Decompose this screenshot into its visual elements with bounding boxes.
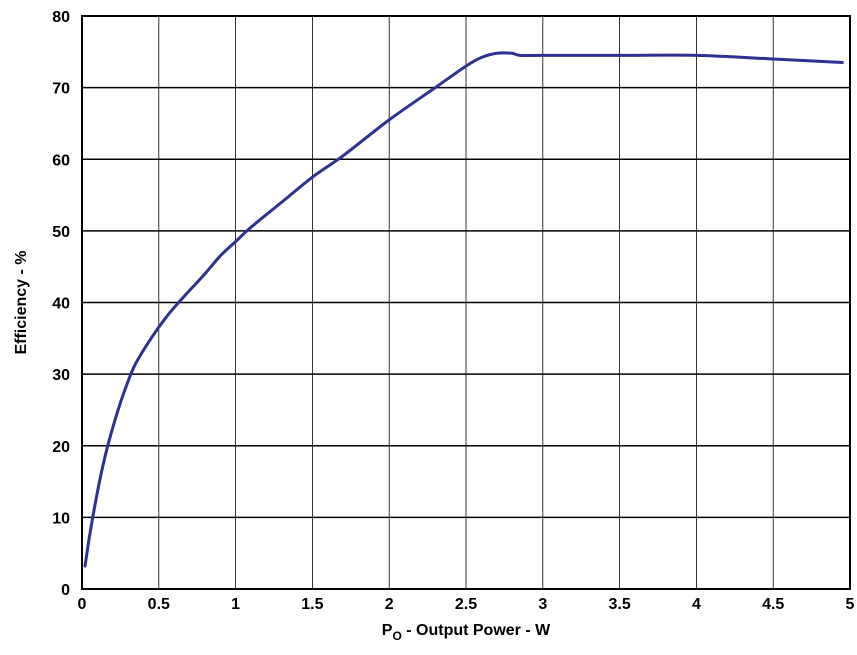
y-tick-label: 10 <box>52 510 70 527</box>
y-tick-label: 40 <box>52 296 70 313</box>
y-tick-label: 50 <box>52 224 70 241</box>
x-tick-label: 4.5 <box>762 596 784 613</box>
x-axis-title-subscript: O <box>392 629 401 643</box>
y-tick-label: 70 <box>52 81 70 98</box>
y-axis-title: Efficiency - % <box>13 250 30 354</box>
x-tick-label: 3 <box>538 596 547 613</box>
efficiency-series-line <box>83 51 844 568</box>
x-tick-label: 0.5 <box>148 596 170 613</box>
series-layer <box>83 51 844 568</box>
x-tick-label: 1.5 <box>301 596 323 613</box>
plot-frame <box>81 15 851 590</box>
y-tick-label: 0 <box>61 582 70 599</box>
grid-lines <box>81 15 851 590</box>
y-tick-label: 60 <box>52 152 70 169</box>
x-tick-label: 2 <box>385 596 394 613</box>
x-tick-label: 1 <box>231 596 240 613</box>
y-tick-labels: 0 10 20 30 40 50 60 70 80 <box>52 9 70 599</box>
x-tick-label: 2.5 <box>455 596 477 613</box>
y-tick-label: 80 <box>52 9 70 26</box>
x-axis-title-main: P <box>382 622 393 639</box>
x-axis-title: PO - Output Power - W <box>382 622 551 643</box>
x-tick-label: 0 <box>78 596 87 613</box>
x-tick-label: 4 <box>692 596 701 613</box>
y-tick-label: 20 <box>52 439 70 456</box>
x-tick-label: 3.5 <box>608 596 630 613</box>
y-tick-label: 30 <box>52 367 70 384</box>
x-tick-label: 5 <box>846 596 855 613</box>
x-axis-title-rest: - Output Power - W <box>402 622 551 639</box>
x-tick-labels: 0 0.5 1 1.5 2 2.5 3 3.5 4 4.5 5 <box>78 596 855 613</box>
